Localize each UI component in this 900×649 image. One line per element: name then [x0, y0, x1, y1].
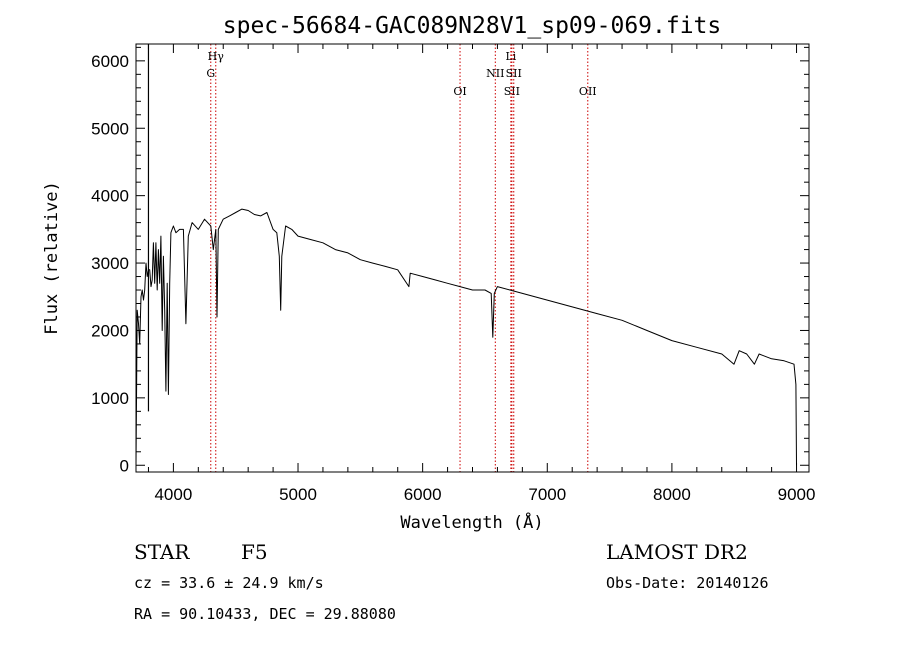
spectrum-series	[135, 44, 797, 466]
spectrum-line	[135, 208, 797, 466]
reference-line-label: OII	[579, 85, 597, 98]
y-tick-label: 1000	[91, 389, 129, 408]
reference-line-label: Li	[505, 50, 516, 63]
redshift-velocity: cz = 33.6 ± 24.9 km/s	[134, 574, 324, 592]
x-tick-label: 7000	[528, 485, 566, 504]
y-tick-label: 3000	[91, 254, 129, 273]
y-tick-label: 2000	[91, 321, 129, 340]
y-axis-label: Flux (relative)	[42, 181, 62, 335]
object-class: STAR	[134, 540, 190, 564]
y-tick-label: 4000	[91, 187, 129, 206]
reference-line-label: SII	[506, 67, 522, 80]
x-tick-label: 4000	[154, 485, 192, 504]
x-tick-label: 6000	[404, 485, 442, 504]
reference-line-label: NII	[486, 67, 504, 80]
survey-name: LAMOST DR2	[606, 540, 748, 564]
axis-ticks: 4000 5000 6000 7000 8000 9000 0 1000 2000 3000 400…	[91, 44, 815, 504]
x-tick-label: 5000	[279, 485, 317, 504]
plot-frame	[135, 43, 810, 473]
x-tick-label: 9000	[778, 485, 816, 504]
object-subclass: F5	[241, 540, 268, 564]
y-tick-label: 5000	[91, 119, 129, 138]
reference-line-label: OI	[453, 85, 466, 98]
y-tick-label: 6000	[91, 52, 129, 71]
reference-line-label: SII	[504, 85, 520, 98]
reference-line-label: G	[206, 67, 215, 80]
reference-line-label: Hγ	[208, 50, 225, 63]
observation-date: Obs-Date: 20140126	[606, 574, 769, 592]
chart-title: spec-56684-GAC089N28V1_sp09-069.fits	[223, 13, 722, 39]
y-tick-label: 0	[120, 456, 129, 475]
x-axis-label: Wavelength (Å)	[400, 511, 543, 533]
x-tick-label: 8000	[653, 485, 691, 504]
sky-coordinates: RA = 90.10433, DEC = 29.88080	[134, 605, 396, 623]
